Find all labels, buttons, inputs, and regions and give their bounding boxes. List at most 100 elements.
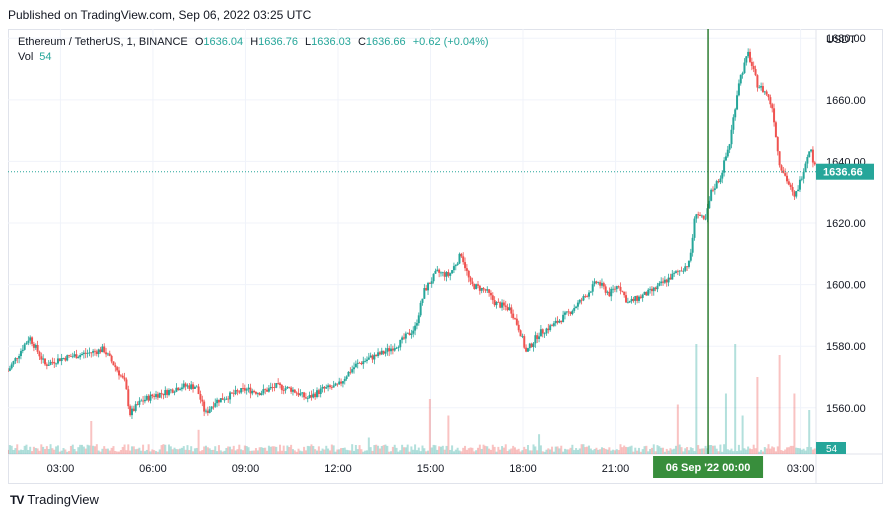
volume-bar [650,447,653,454]
volume-bar [510,448,513,454]
candle-body [32,343,35,348]
candle-body [597,282,600,284]
open-value: 1636.04 [203,36,244,48]
candle-body [623,291,626,296]
volume-bar [397,451,400,454]
candle-body [332,385,335,388]
candle-body [18,355,21,359]
candle-body [728,144,731,150]
volume-bar [773,447,776,454]
candle-body [560,320,563,323]
candle-body [369,355,372,358]
candle-body [27,340,30,343]
candle-body [230,392,233,394]
candle-body [628,301,631,303]
volume-bar [317,446,320,454]
candle-body [253,390,256,392]
price-axis-tick: 1680.00 [826,33,866,45]
candle-body [432,273,435,282]
candle-body [204,410,207,412]
candle-body [51,361,54,363]
volume-bar [539,445,542,454]
candle-body [190,384,193,389]
candle-body [175,387,178,392]
candle-body [586,296,589,298]
volume-bar [338,449,341,454]
candle-body [578,299,581,303]
candle-body [171,389,174,393]
candle-body [464,262,467,269]
candle-body [615,286,618,290]
candle-body [23,344,26,350]
volume-bar [160,445,163,454]
candle-body [451,270,454,274]
candle-body [684,266,687,271]
volume-bar [12,449,15,454]
volume-bar [784,449,787,454]
volume-bar [445,445,448,454]
volume-bar [641,449,644,454]
candle-body [162,393,165,396]
volume-bar [758,451,761,454]
volume-bar [438,446,441,454]
volume-bar [167,444,170,454]
volume-bar [408,451,411,454]
candle-body [606,291,609,293]
candle-body [156,394,159,398]
volume-bar [129,450,132,454]
volume-bar [562,451,565,454]
candle-body [353,367,356,370]
volume-bar [75,451,78,454]
candle-body [691,237,694,253]
volume-bar [434,445,437,454]
candle-body [773,108,776,123]
candle-body [158,392,161,398]
volume-bar [36,448,39,454]
price-chart[interactable]: USDT1560.001580.001600.001620.001640.001… [8,29,883,484]
published-caption: Published on TradingView.com, Sep 06, 20… [8,8,312,22]
candle-body [534,335,537,344]
candle-body [173,391,176,393]
candle-body [364,360,367,362]
candle-body [130,408,133,416]
candle-body [328,385,331,388]
candle-body [8,370,9,372]
volume-bar [62,448,65,454]
candle-body [495,301,498,306]
candle-body [245,389,248,391]
candle-body [308,395,311,399]
candle-body [523,336,526,348]
volume-bar [362,451,365,454]
candle-body [203,401,206,412]
volume-bar [125,450,128,454]
volume-bar [682,451,685,454]
candle-body [780,165,783,171]
volume-bar [578,448,581,454]
candle-body [674,271,677,273]
candle-body [358,362,361,364]
footer-brand[interactable]: TV TradingView [10,492,99,507]
candle-body [641,294,644,298]
volume-bar [554,446,557,454]
candle-body [336,383,339,385]
volume-bar [353,450,356,454]
candle-body [79,354,82,358]
candle-body [428,283,431,284]
candle-body [682,270,685,272]
candle-body [75,354,78,359]
volume-bar [269,446,272,454]
candle-body [625,295,628,303]
volume-bar [158,449,161,454]
candle-body [412,330,415,334]
candle-body [732,117,735,130]
candle-body [456,263,459,266]
candle-body [789,184,792,187]
candle-body [38,351,41,357]
candle-body [484,289,487,291]
price-axis-tick: 1600.00 [826,280,866,292]
volume-tag-label: 54 [826,444,838,455]
candle-body [219,398,222,403]
symbol-title[interactable]: Ethereum / TetherUS, 1, BINANCE [18,36,188,48]
candle-body [40,356,43,360]
volume-bar [484,445,487,454]
